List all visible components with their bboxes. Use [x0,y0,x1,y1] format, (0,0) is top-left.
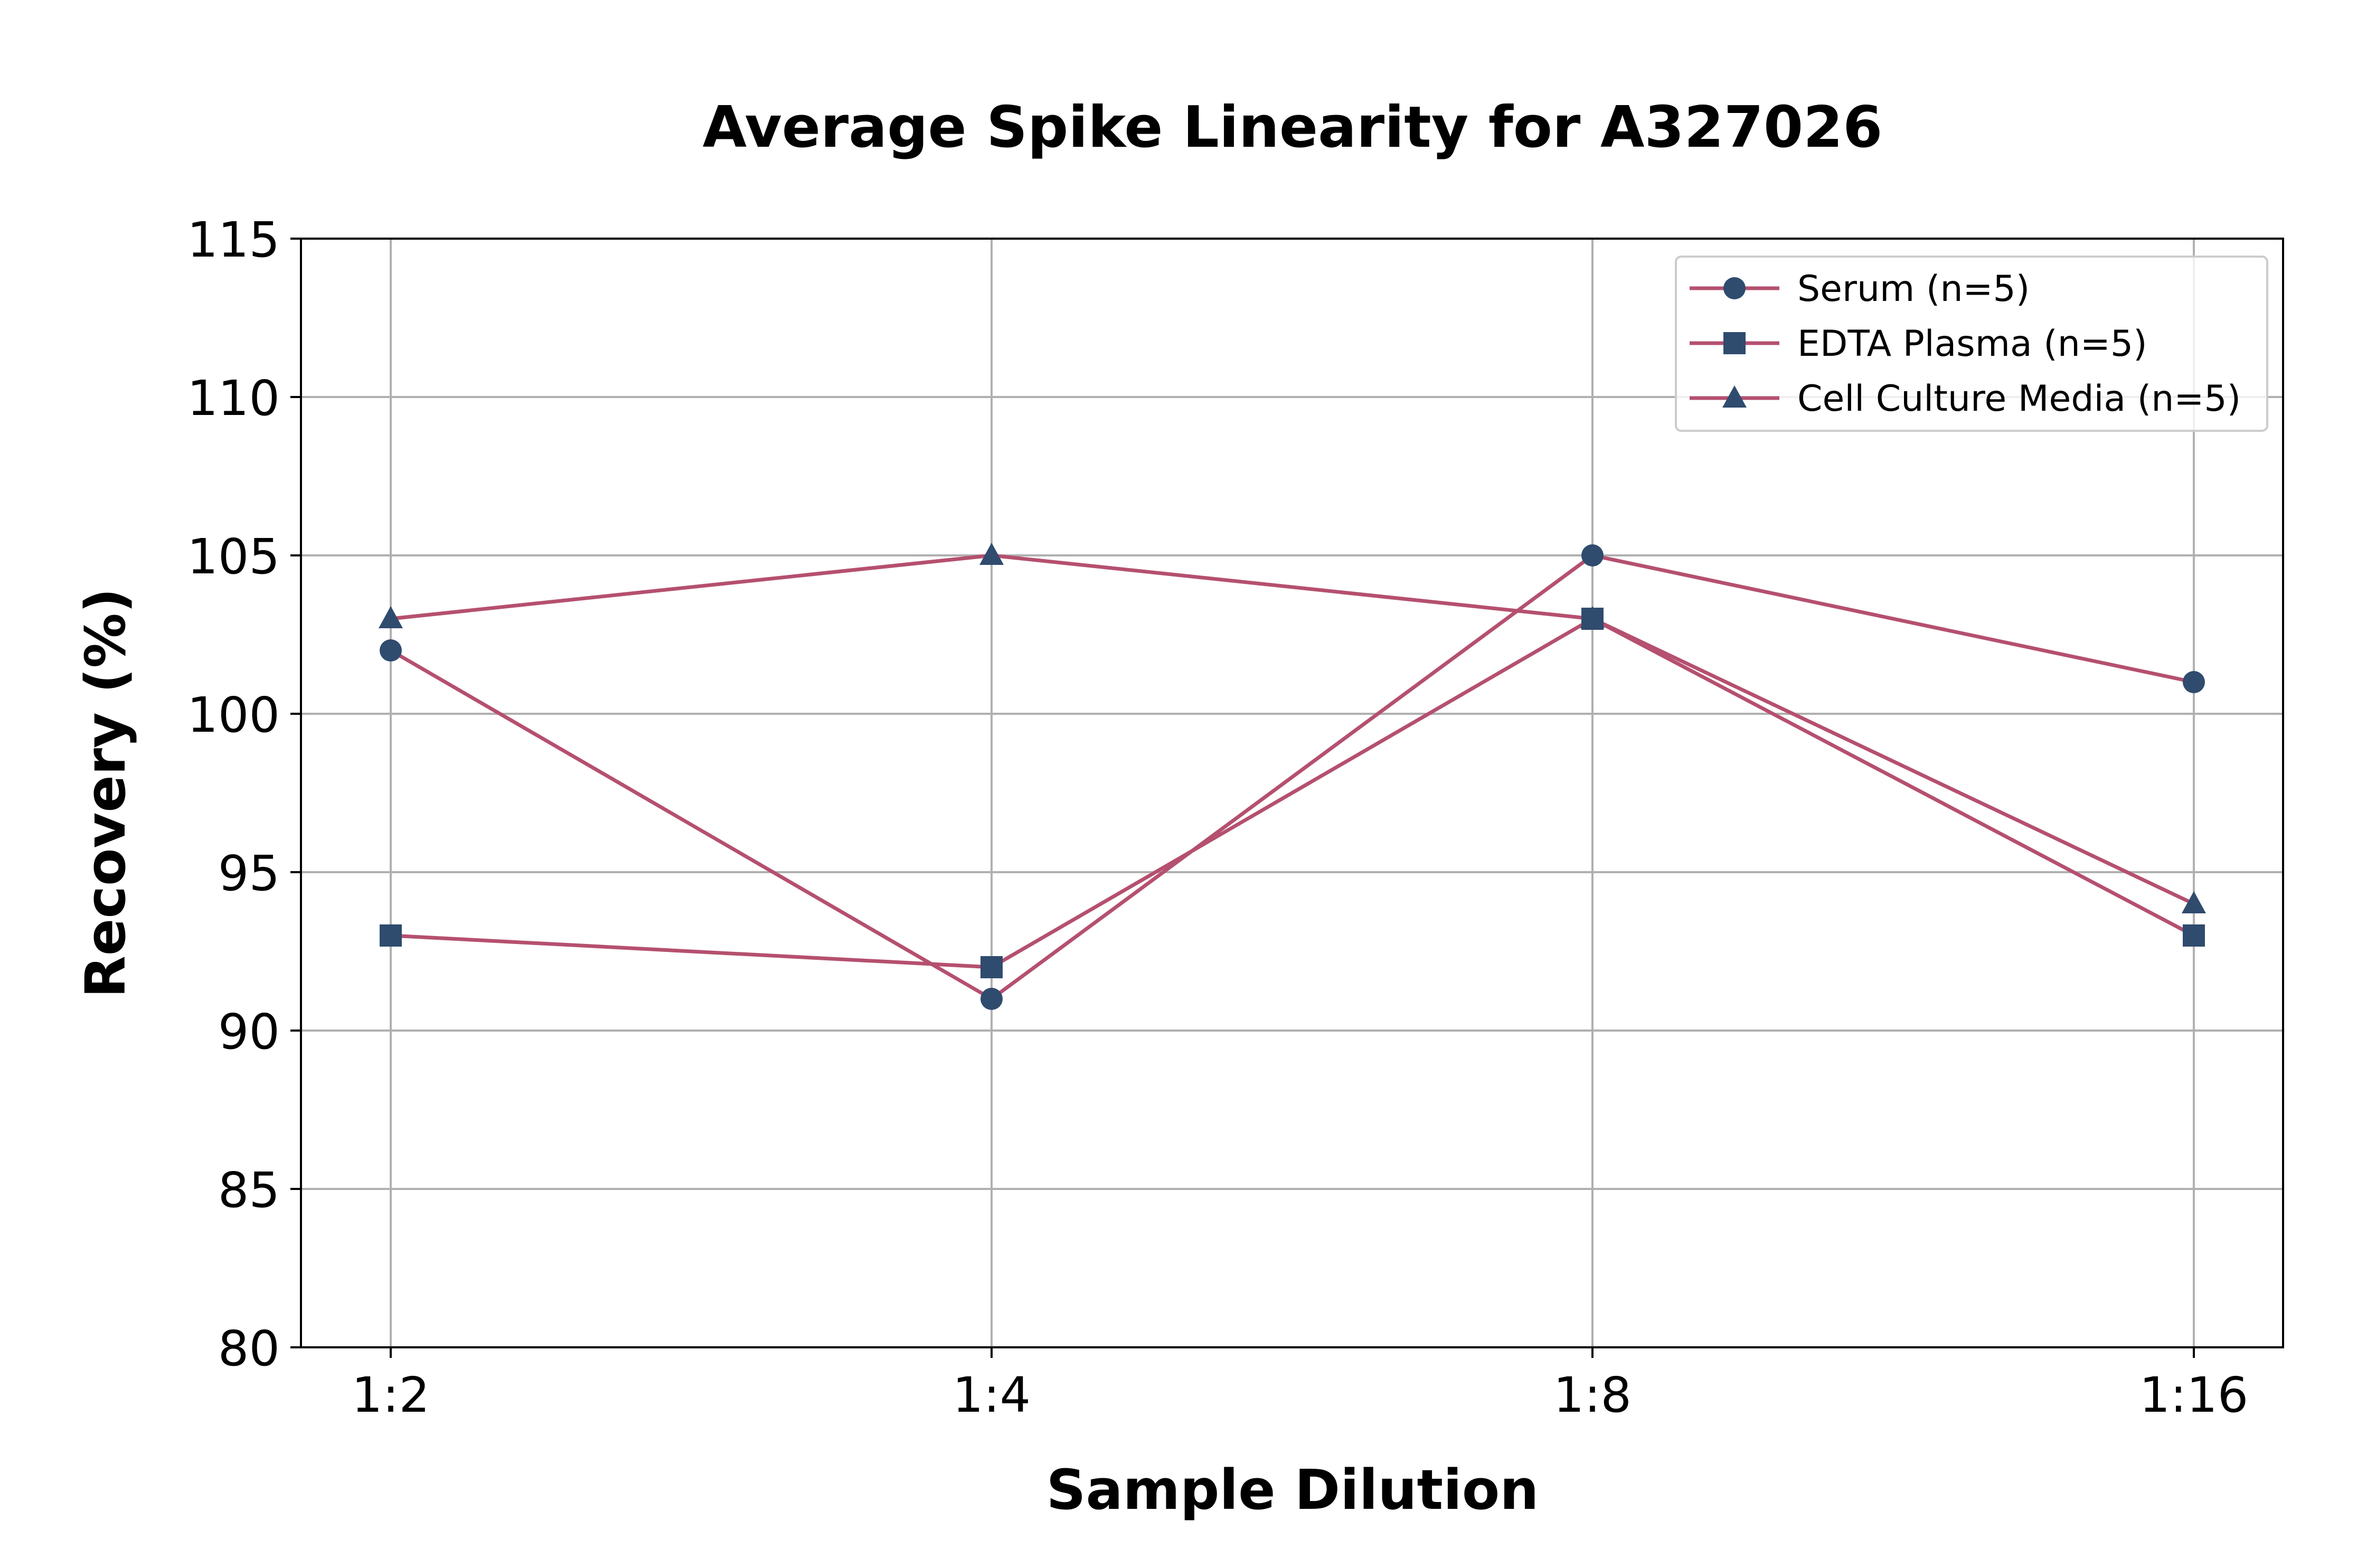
legend: Serum (n=5) EDTA Plasma (n=5) Cell Culture… [1675,256,2268,432]
axis-ticks: 80 85 90 95 100 105 110 115 1:2 1:4 1:8 1:16 [187,212,2248,1423]
data-point-circle [980,988,1003,1010]
x-tick-label: 1:2 [352,1367,430,1423]
series-line-2 [390,553,2195,906]
data-point-circle [1581,544,1604,566]
data-point-triangle [2182,891,2206,913]
legend-marker-square [1723,332,1746,354]
y-tick-label: 100 [187,687,280,743]
legend-label: EDTA Plasma (n=5) [1797,323,2147,365]
legend-label: Serum (n=5) [1797,268,2030,310]
data-point-square [980,956,1003,978]
x-tick-label: 1:8 [1553,1367,1632,1423]
y-tick-label: 90 [218,1004,280,1060]
legend-marker-circle [1723,277,1746,299]
x-tick-label: 1:4 [953,1367,1031,1423]
data-point-circle [2183,671,2205,693]
y-tick-label: 95 [218,845,280,902]
y-tick-label: 85 [218,1162,280,1218]
chart-title: Average Spike Linearity for A327026 [703,95,1883,160]
data-point-triangle [379,606,403,628]
data-point-square [380,924,402,947]
plot-area-frame [300,238,2284,1348]
data-point-circle [380,639,402,662]
data-point-triangle [979,543,1004,565]
series-layer [379,543,2206,1010]
y-tick-label: 110 [187,370,280,427]
y-tick-label: 115 [187,212,280,268]
y-tick-label: 80 [218,1320,280,1377]
y-axis-label: Recovery (%) [73,588,138,998]
data-point-triangle [1580,606,1605,628]
x-axis-label: Sample Dilution [1046,1458,1539,1522]
series-line-0 [390,553,2194,1001]
data-point-square [2183,924,2205,947]
x-tick-label: 1:16 [2139,1367,2249,1423]
legend-label: Cell Culture Media (n=5) [1797,378,2241,420]
legend-box [1675,256,2268,432]
legend-marker-triangle [1722,385,1747,408]
series-line-1 [390,617,2195,969]
y-tick-label: 105 [187,528,280,585]
